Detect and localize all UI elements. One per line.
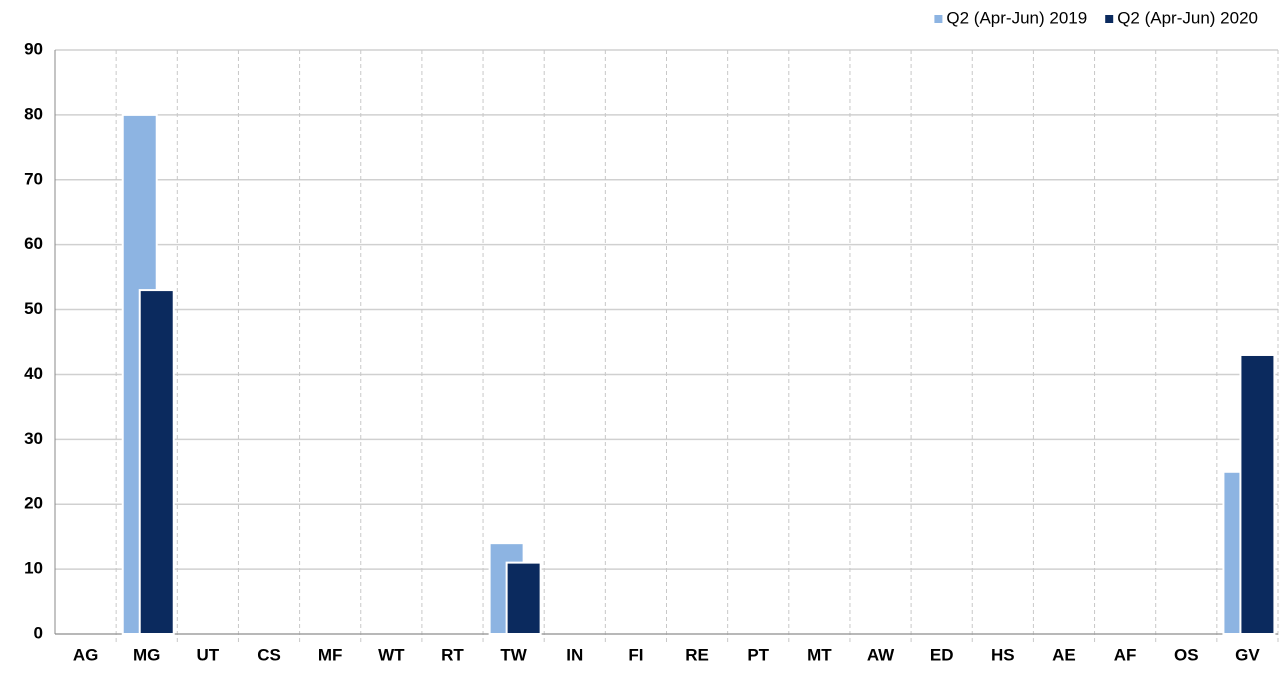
- legend-label: Q2 (Apr-Jun) 2020: [1117, 8, 1258, 27]
- x-tick-label: CS: [257, 645, 281, 664]
- legend-swatch: [934, 15, 943, 23]
- x-tick-label: HS: [991, 645, 1015, 664]
- x-tick-label: UT: [197, 645, 220, 664]
- bar: [138, 289, 175, 635]
- y-tick-label: 10: [24, 559, 43, 578]
- x-tick-label: WT: [378, 645, 405, 664]
- x-tick-label: MF: [318, 645, 343, 664]
- x-tick-label: MG: [133, 645, 160, 664]
- y-tick-label: 30: [24, 429, 43, 448]
- y-tick-label: 20: [24, 494, 43, 513]
- x-tick-label: OS: [1174, 645, 1199, 664]
- x-tick-label: IN: [566, 645, 583, 664]
- bar: [1239, 353, 1276, 635]
- x-tick-label: ED: [930, 645, 954, 664]
- x-tick-label: AF: [1114, 645, 1137, 664]
- bar: [505, 561, 542, 635]
- y-tick-label: 80: [24, 104, 43, 123]
- x-tick-label: TW: [500, 645, 527, 664]
- x-tick-label: RE: [685, 645, 709, 664]
- legend-label: Q2 (Apr-Jun) 2019: [946, 8, 1087, 27]
- y-tick-label: 40: [24, 364, 43, 383]
- x-tick-label: AW: [867, 645, 895, 664]
- x-tick-label: AG: [73, 645, 99, 664]
- x-tick-label: PT: [747, 645, 769, 664]
- y-tick-label: 60: [24, 234, 43, 253]
- x-tick-label: GV: [1235, 645, 1260, 664]
- x-tick-label: RT: [441, 645, 464, 664]
- x-tick-label: FI: [628, 645, 643, 664]
- legend-swatch: [1105, 15, 1114, 23]
- y-tick-label: 50: [24, 299, 43, 318]
- y-tick-label: 70: [24, 169, 43, 188]
- y-tick-label: 0: [34, 623, 43, 642]
- y-tick-label: 90: [24, 39, 43, 58]
- x-tick-label: MT: [807, 645, 832, 664]
- x-tick-label: AE: [1052, 645, 1076, 664]
